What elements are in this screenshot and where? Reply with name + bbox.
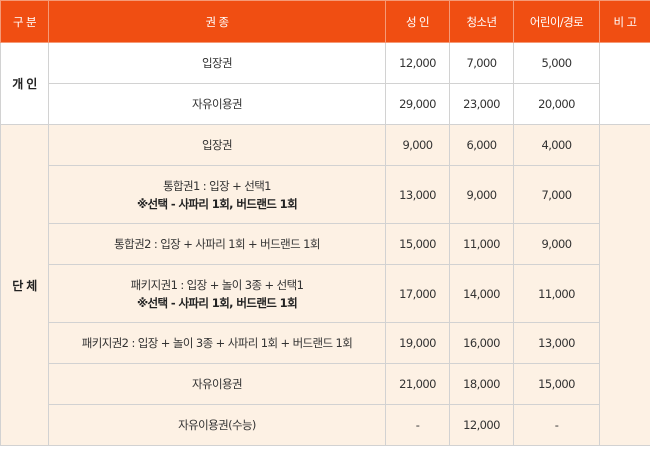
price-youth: 9,000: [449, 165, 514, 224]
price-youth: 18,000: [449, 363, 514, 405]
table-row: 자유이용권 21,000 18,000 15,000: [1, 363, 650, 405]
price-adult: -: [385, 404, 450, 446]
ticket-name: 패키지권1 : 입장 + 놀이 3종 + 선택1: [130, 277, 304, 292]
price-adult: 9,000: [385, 124, 450, 166]
price-child-senior: 9,000: [513, 223, 600, 265]
ticket-name: 패키지권2 : 입장 + 놀이 3종 + 사파리 1회 + 버드랜드 1회: [48, 322, 386, 364]
price-child-senior: 13,000: [513, 322, 600, 364]
category-cell-group: 단 체: [0, 124, 49, 446]
ticket-note: ※선택 - 사파리 1회, 버드랜드 1회: [136, 196, 298, 211]
price-youth: 7,000: [449, 42, 514, 84]
ticket-cell: 패키지권1 : 입장 + 놀이 3종 + 선택1 ※선택 - 사파리 1회, 버…: [48, 264, 386, 323]
price-youth: 23,000: [449, 83, 514, 125]
table-row: 통합권1 : 입장 + 선택1 ※선택 - 사파리 1회, 버드랜드 1회 13…: [1, 165, 650, 224]
price-adult: 12,000: [385, 42, 450, 84]
header-ticket-type: 권 종: [48, 0, 386, 43]
price-adult: 19,000: [385, 322, 450, 364]
table-row: 통합권2 : 입장 + 사파리 1회 + 버드랜드 1회 15,000 11,0…: [1, 223, 650, 265]
ticket-name: 자유이용권: [48, 83, 386, 125]
ticket-note: ※선택 - 사파리 1회, 버드랜드 1회: [136, 295, 298, 310]
price-child-senior: 11,000: [513, 264, 600, 323]
table-row: 자유이용권(수능) - 12,000 -: [1, 404, 650, 446]
table-row: 자유이용권 29,000 23,000 20,000: [1, 83, 650, 125]
header-adult: 성 인: [385, 0, 450, 43]
ticket-name: 입장권: [48, 124, 386, 166]
price-child-senior: 4,000: [513, 124, 600, 166]
remarks-cell-group: [599, 124, 650, 446]
price-adult: 17,000: [385, 264, 450, 323]
header-child-senior: 어린이/경로: [513, 0, 600, 43]
price-youth: 16,000: [449, 322, 514, 364]
ticket-name: 통합권2 : 입장 + 사파리 1회 + 버드랜드 1회: [48, 223, 386, 265]
ticket-name: 통합권1 : 입장 + 선택1: [163, 178, 271, 193]
price-adult: 21,000: [385, 363, 450, 405]
price-youth: 11,000: [449, 223, 514, 265]
price-adult: 13,000: [385, 165, 450, 224]
ticket-name: 입장권: [48, 42, 386, 84]
table-row: 패키지권2 : 입장 + 놀이 3종 + 사파리 1회 + 버드랜드 1회 19…: [1, 322, 650, 364]
price-youth: 6,000: [449, 124, 514, 166]
price-youth: 12,000: [449, 404, 514, 446]
price-adult: 15,000: [385, 223, 450, 265]
table-row: 단 체 입장권 9,000 6,000 4,000: [0, 124, 650, 446]
ticket-name: 자유이용권(수능): [48, 404, 386, 446]
price-adult: 29,000: [385, 83, 450, 125]
remarks-cell-individual: [599, 42, 650, 125]
header-row: 구 분 권 종 성 인 청소년 어린이/경로 비 고: [0, 0, 650, 43]
price-youth: 14,000: [449, 264, 514, 323]
header-youth: 청소년: [449, 0, 514, 43]
price-child-senior: -: [513, 404, 600, 446]
price-child-senior: 15,000: [513, 363, 600, 405]
header-remarks: 비 고: [599, 0, 650, 43]
price-child-senior: 7,000: [513, 165, 600, 224]
ticket-name: 자유이용권: [48, 363, 386, 405]
ticket-cell: 통합권1 : 입장 + 선택1 ※선택 - 사파리 1회, 버드랜드 1회: [48, 165, 386, 224]
category-cell-individual: 개 인: [0, 42, 49, 125]
table-row: 패키지권1 : 입장 + 놀이 3종 + 선택1 ※선택 - 사파리 1회, 버…: [1, 264, 650, 323]
table-row: 개 인 입장권 12,000 7,000 5,000: [0, 42, 650, 125]
price-child-senior: 20,000: [513, 83, 600, 125]
price-child-senior: 5,000: [513, 42, 600, 84]
header-category: 구 분: [0, 0, 49, 43]
